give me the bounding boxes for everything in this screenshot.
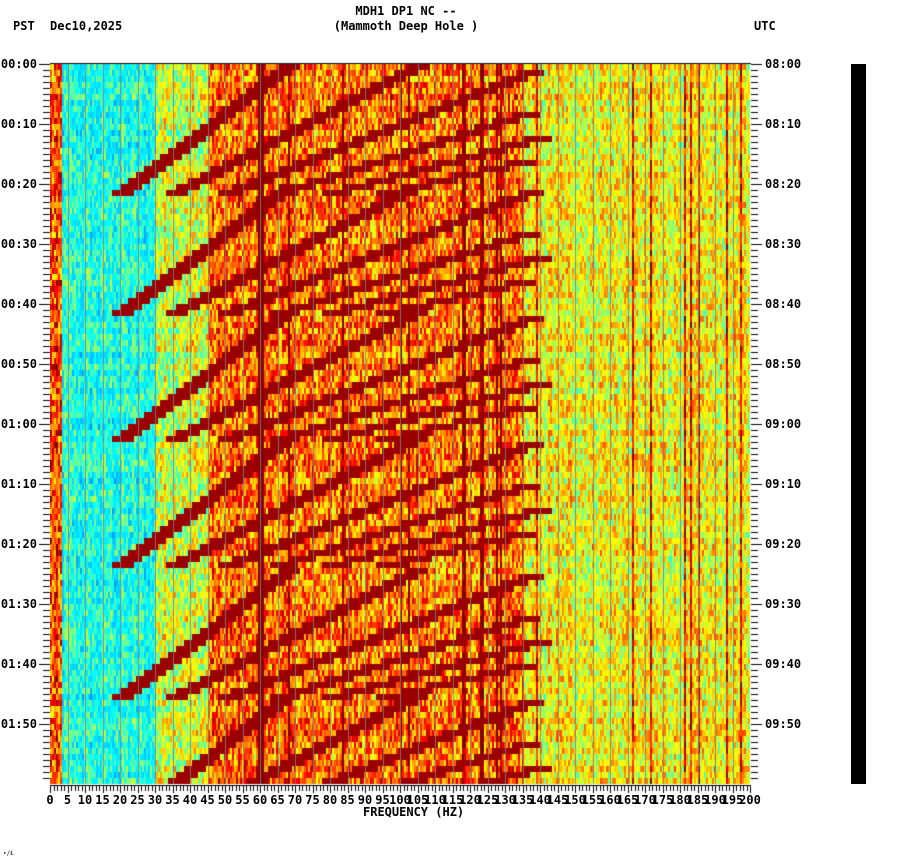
y-tick-label-right: 09:20 [765,537,802,551]
y-tick-label-left: 00:50 [0,357,37,371]
x-tick-label: 45 [200,793,215,807]
x-tick-label: 115 [441,793,464,807]
x-tick-label: 175 [651,793,674,807]
y-tick-label-left: 01:00 [0,417,37,431]
amplitude-scale-bar [851,64,866,784]
x-tick-label: 165 [616,793,639,807]
x-tick-label: 95 [375,793,390,807]
x-tick-label: 60 [252,793,268,807]
y-tick-label-left: 00:30 [0,237,37,251]
x-tick-label: 105 [406,793,429,807]
y-tick-label-right: 08:20 [765,177,802,191]
x-tick-label: 185 [686,793,709,807]
x-tick-label: 10 [77,793,93,807]
y-tick-label-right: 09:40 [765,657,802,671]
y-tick-label-left: 01:50 [0,717,37,731]
x-tick-label: 120 [459,793,481,807]
x-tick-label: 0 [46,793,54,807]
y-tick-label-right: 09:10 [765,477,802,491]
x-tick-label: 50 [217,793,233,807]
y-tick-label-right: 09:30 [765,597,802,611]
x-tick-label: 25 [130,793,145,807]
x-axis-title: FREQUENCY (HZ) [363,805,465,819]
x-tick-label: 145 [546,793,569,807]
x-tick-label: 130 [494,793,516,807]
x-tick-label: 65 [270,793,285,807]
y-tick-label-left: 01:40 [0,657,37,671]
y-tick-label-right: 08:00 [765,57,802,71]
x-tick-label: 35 [165,793,180,807]
y-tick-label-right: 08:50 [765,357,802,371]
x-tick-label: 30 [147,793,163,807]
x-tick-label: 180 [669,793,691,807]
x-tick-label: 40 [182,793,198,807]
x-tick-label: 80 [322,793,338,807]
y-tick-label-right: 09:50 [765,717,802,731]
x-tick-label: 195 [721,793,744,807]
y-tick-label-left: 01:30 [0,597,37,611]
x-tick-label: 170 [634,793,656,807]
x-tick-label: 125 [476,793,499,807]
x-tick-label: 160 [599,793,621,807]
footer-mark: ∙/Ł [3,850,14,857]
x-tick-label: 75 [305,793,320,807]
x-tick-label: 15 [95,793,110,807]
x-tick-label: 55 [235,793,250,807]
x-tick-label: 20 [112,793,128,807]
y-tick-label-left: 01:10 [0,477,37,491]
x-tick-label: 140 [529,793,551,807]
y-tick-label-right: 08:10 [765,117,802,131]
x-tick-label: 85 [340,793,355,807]
x-tick-label: 70 [287,793,303,807]
x-tick-label: 200 [739,793,761,807]
y-tick-label-right: 09:00 [765,417,802,431]
y-tick-label-left: 00:00 [0,57,37,71]
x-tick-label: 155 [581,793,604,807]
y-tick-label-left: 00:10 [0,117,37,131]
y-tick-label-left: 00:40 [0,297,37,311]
x-tick-label: 5 [63,793,72,807]
y-tick-label-left: 00:20 [0,177,37,191]
y-tick-label-left: 01:20 [0,537,37,551]
x-tick-label: 150 [564,793,586,807]
x-tick-label: 110 [424,793,446,807]
y-tick-label-right: 08:30 [765,237,802,251]
x-tick-label: 190 [704,793,726,807]
x-tick-label: 90 [357,793,373,807]
x-tick-label: 135 [511,793,534,807]
x-tick-label: 100 [389,793,411,807]
y-tick-label-right: 08:40 [765,297,802,311]
